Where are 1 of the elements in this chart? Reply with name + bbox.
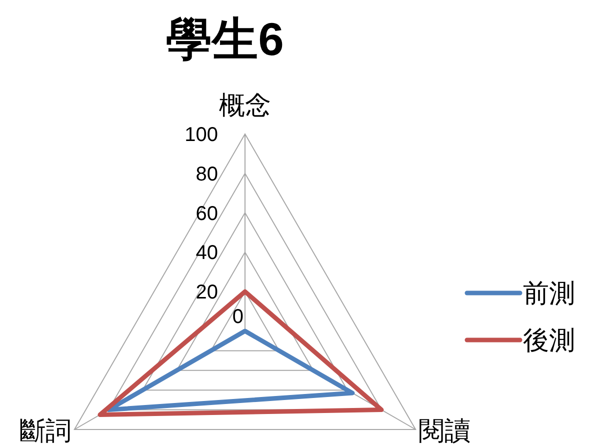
title: 學生6 (166, 13, 284, 65)
